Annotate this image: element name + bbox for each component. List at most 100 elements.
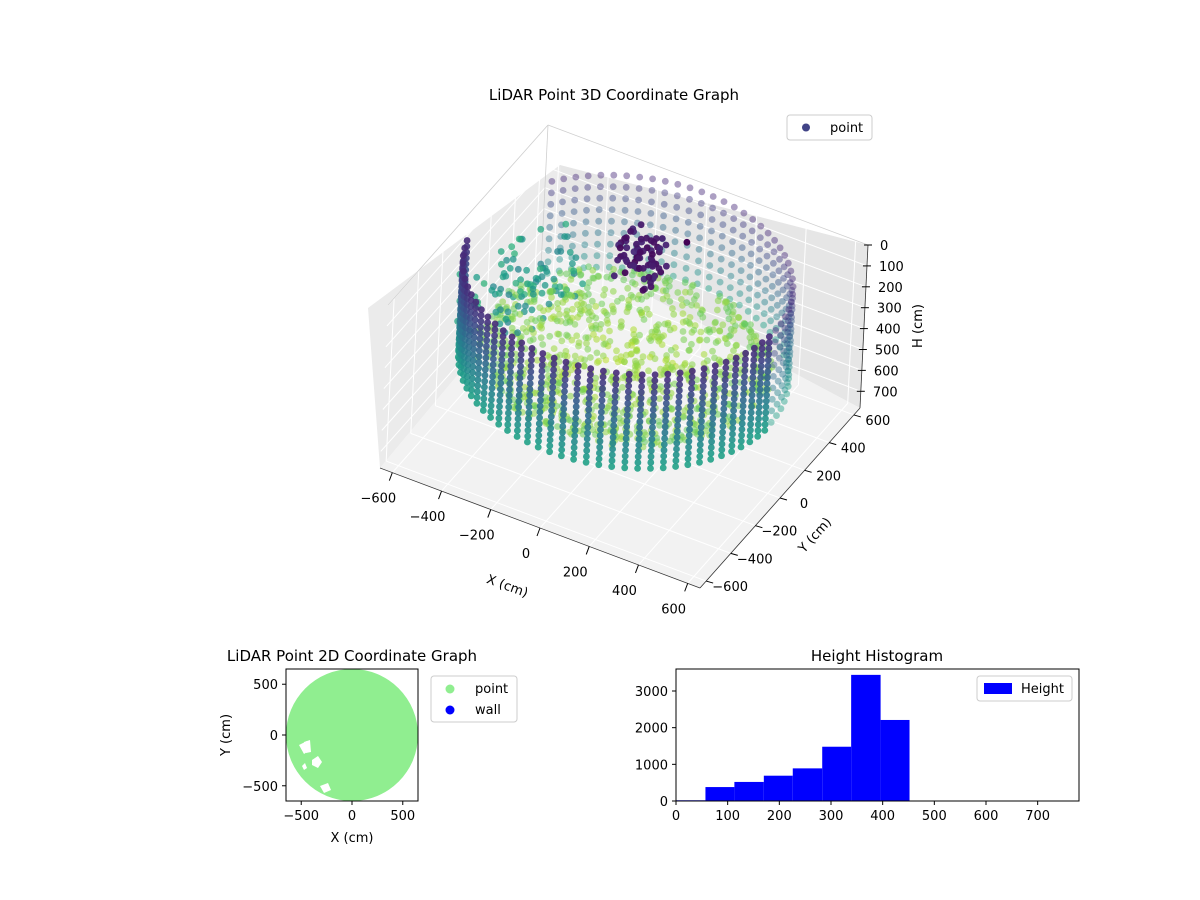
- lidar-point: [688, 367, 696, 375]
- lidar-point: [597, 426, 604, 433]
- lidar-point: [550, 366, 557, 374]
- lidar-point: [762, 275, 770, 283]
- lidar-point: [669, 366, 677, 373]
- lidar-point: [717, 267, 725, 274]
- lidar-point: [688, 373, 696, 381]
- lidar-point: [490, 338, 498, 345]
- lidar-point: [569, 260, 576, 267]
- lidar-point: [622, 446, 629, 454]
- lidar-point: [596, 432, 604, 439]
- lidar-point: [556, 256, 564, 263]
- lidar-point: [698, 412, 706, 419]
- lidar-point: [504, 308, 512, 316]
- lidar-point: [502, 315, 510, 323]
- lidar-point: [612, 369, 620, 377]
- lidar-point: [731, 372, 739, 379]
- lidar-point: [722, 358, 730, 366]
- lidar-point: [488, 396, 495, 404]
- lidar-point: [703, 336, 711, 344]
- lidar-point: [731, 389, 738, 397]
- lidar-point: [488, 286, 496, 294]
- lidar-point: [662, 287, 670, 295]
- lidar-point: [766, 333, 773, 341]
- lidar-point: [775, 354, 783, 362]
- lidar-point: [622, 351, 630, 359]
- lidar-point: [606, 327, 613, 335]
- lidar-point: [607, 240, 614, 248]
- lidar-point: [737, 267, 745, 274]
- lidar-point: [474, 370, 482, 378]
- lidar-point: [567, 417, 574, 424]
- lidar-point: [748, 397, 756, 405]
- lidar-point: [566, 248, 574, 256]
- lidar-point: [768, 294, 776, 302]
- lidar-point: [609, 433, 617, 441]
- lidar-point: [663, 382, 671, 390]
- lidar-point: [579, 388, 587, 395]
- x-tick: [684, 583, 689, 592]
- lidar-point: [661, 423, 669, 431]
- lidar-point: [673, 439, 681, 447]
- grid-line: [386, 145, 548, 327]
- lidar-point: [637, 400, 645, 408]
- lidar-point: [640, 316, 648, 323]
- lidar-point: [649, 251, 656, 258]
- lidar-point: [559, 187, 567, 194]
- lidar-point: [623, 429, 630, 437]
- point-cloud-3d: [454, 171, 797, 472]
- lidar-point: [580, 252, 588, 260]
- lidar-point: [467, 291, 475, 298]
- lidar-point: [593, 349, 601, 357]
- lidar-point: [714, 306, 721, 314]
- lidar-point: [621, 452, 629, 460]
- lidar-point: [779, 286, 787, 294]
- x-tick-label: 600: [974, 809, 999, 824]
- lidar-point: [610, 422, 618, 429]
- lidar-point: [660, 446, 668, 454]
- lidar-point: [761, 298, 769, 306]
- lidar-point: [684, 230, 692, 238]
- lidar-point: [546, 332, 554, 340]
- lidar-point: [697, 435, 704, 443]
- lidar-point: [517, 357, 525, 364]
- lidar-point: [508, 345, 515, 352]
- legend-hist-box: [976, 675, 1073, 702]
- lidar-point: [582, 218, 590, 226]
- lidar-point: [648, 187, 656, 194]
- lidar-point: [783, 352, 790, 359]
- lidar-point: [687, 396, 695, 404]
- lidar-point: [585, 406, 593, 414]
- lidar-point: [636, 418, 644, 425]
- lidar-point: [499, 338, 507, 346]
- lidar-point: [554, 248, 561, 255]
- lidar-point: [753, 303, 761, 310]
- lidar-point: [611, 398, 619, 406]
- lidar-point: [516, 380, 524, 388]
- lidar-point: [720, 198, 728, 206]
- lidar-point: [610, 171, 618, 179]
- lidar-point: [687, 391, 695, 398]
- lidar-point: [634, 208, 642, 215]
- lidar-point: [572, 409, 580, 416]
- lidar-point: [533, 356, 541, 364]
- histogram-bar: [880, 719, 910, 801]
- lidar-point: [629, 279, 636, 286]
- lidar-point: [638, 295, 645, 303]
- lidar-point: [787, 267, 795, 275]
- lidar-point: [622, 183, 630, 191]
- legend-hist-label: Height: [1021, 682, 1064, 697]
- x-tick-label: −500: [283, 809, 319, 824]
- lidar-point: [526, 380, 534, 387]
- lidar-point: [623, 423, 631, 431]
- lidar-point: [471, 316, 479, 324]
- gap-shape: [320, 783, 331, 793]
- lidar-point: [461, 244, 469, 252]
- lidar-point: [468, 374, 476, 382]
- lidar-point: [662, 417, 669, 425]
- lidar-point: [608, 217, 615, 225]
- lidar-point: [757, 222, 765, 230]
- lidar-point: [666, 437, 674, 445]
- lidar-point: [636, 424, 643, 431]
- lidar-point: [781, 328, 789, 336]
- lidar-point: [504, 415, 512, 423]
